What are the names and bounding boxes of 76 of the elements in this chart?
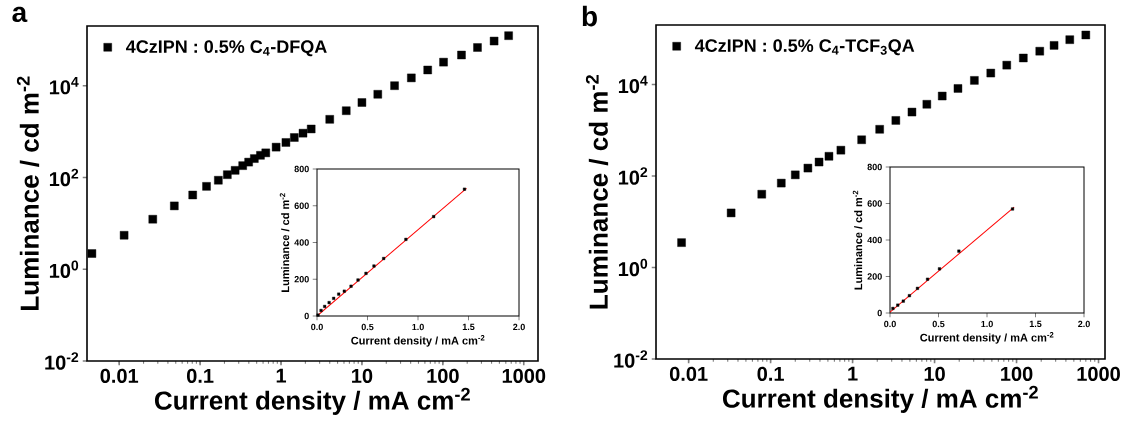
y-tick-label: 10$^{0}$ (618, 258, 648, 277)
point (364, 271, 368, 275)
point (323, 304, 327, 308)
x-tick-label: 1.0 (981, 320, 993, 328)
x-tick-label: 100 (427, 368, 459, 383)
x-tick-label: 1 (276, 368, 287, 383)
y-tick-label: 600 (867, 200, 882, 207)
point (327, 301, 331, 305)
y-tick-label: 10$^{-2}$ (45, 352, 79, 370)
y-tick-label: 200 (294, 276, 309, 283)
x-tick-label: 1.5 (1029, 320, 1042, 328)
x-axis-title: Current density / mA cm$^{-2}$ (154, 387, 470, 415)
point (926, 277, 930, 281)
y-tick-label: 10$^{0}$ (49, 260, 79, 278)
point (337, 292, 341, 296)
x-tick-label: 0.1 (757, 366, 784, 381)
point (1011, 207, 1015, 211)
y-tick-label: 0 (304, 312, 309, 320)
point (937, 267, 941, 271)
x-tick-label: 10 (352, 368, 373, 383)
y-tick-label: 200 (867, 273, 882, 280)
point (907, 294, 911, 298)
point (349, 284, 353, 288)
x-tick-label: 1000 (502, 368, 546, 383)
x-axis-title: Current density / mA cm$^{-2}$ (920, 332, 1054, 344)
point (404, 237, 408, 241)
point (319, 308, 323, 312)
x-tick-label: 2.0 (513, 323, 525, 331)
y-axis-title: Luminance / cd m$^{-2}$ (852, 190, 863, 290)
y-tick-label: 10$^{-2}$ (614, 350, 648, 368)
x-tick-label: 0.5 (932, 320, 945, 328)
y-axis-title: Luminance / cd m$^{-2}$ (16, 76, 40, 310)
x-tick-label: 1 (848, 366, 858, 381)
x-axis-title: Current density / mA cm$^{-2}$ (722, 385, 1038, 413)
point (316, 313, 320, 317)
x-tick-label: 2.0 (1078, 320, 1090, 328)
x-tick-label: 10 (924, 366, 945, 381)
x-tick-label: 1000 (1077, 366, 1120, 381)
x-tick-label: 0.0 (311, 323, 323, 331)
y-tick-label: 400 (294, 239, 309, 246)
y-tick-label: 10$^{2}$ (49, 168, 79, 187)
point (957, 249, 961, 253)
point (462, 187, 466, 191)
point (896, 303, 900, 307)
x-tick-label: 0.01 (100, 368, 139, 383)
point (891, 306, 895, 310)
y-tick-label: 0 (877, 309, 882, 317)
y-tick-label: 600 (294, 202, 309, 209)
point (901, 299, 905, 303)
x-tick-label: 0.5 (361, 323, 374, 331)
chart-title: b (582, 5, 597, 27)
y-tick-label: 400 (867, 236, 882, 244)
y-axis-title: Luminance / cd m$^{-2}$ (585, 75, 609, 309)
y-tick-label: 10$^{4}$ (49, 77, 79, 95)
x-tick-label: 1.0 (412, 323, 424, 331)
point (915, 286, 919, 290)
x-tick-label: 100 (1001, 366, 1033, 381)
point (342, 289, 346, 293)
x-tick-label: 1.5 (462, 323, 475, 331)
point (432, 215, 436, 219)
x-axis-title: Current density / mA cm$^{-2}$ (351, 335, 485, 347)
legend-label: 4CzIPN : 0.5% C$_{4}$-DFQA (126, 40, 327, 57)
chart-title: a (12, 6, 28, 23)
y-tick-label: 10$^{4}$ (618, 75, 648, 94)
y-tick-label: 800 (294, 165, 309, 173)
x-tick-label: 0.1 (186, 368, 214, 383)
legend-label: 4CzIPN : 0.5% C$_{4}$-TCF$_{3}$QA (694, 39, 915, 56)
x-tick-label: 0.01 (669, 366, 708, 381)
point (356, 278, 360, 282)
point (332, 296, 336, 300)
y-axis-title: Luminance / cd m$^{-2}$ (279, 193, 290, 292)
point (382, 256, 386, 260)
y-tick-label: 10$^{2}$ (618, 167, 648, 185)
x-tick-label: 0.0 (884, 320, 896, 328)
point (372, 264, 376, 268)
y-tick-label: 800 (867, 163, 882, 171)
